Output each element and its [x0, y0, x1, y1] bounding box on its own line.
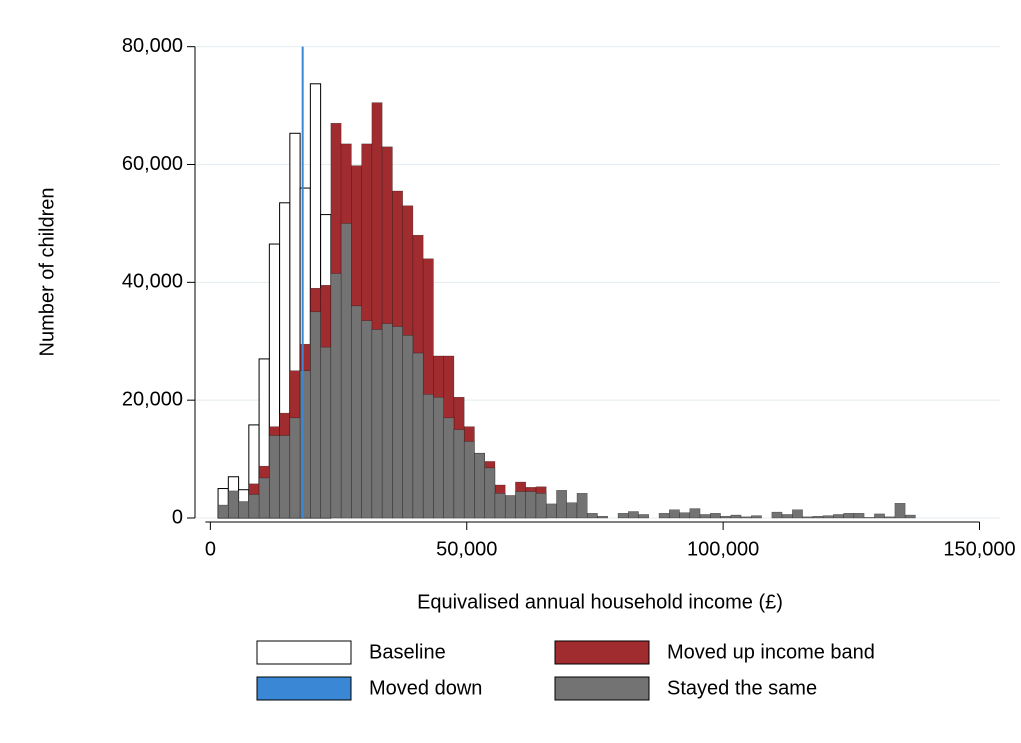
bar	[269, 435, 280, 519]
y-axis-title: Number of children	[36, 188, 58, 357]
bar	[833, 514, 844, 519]
bar	[781, 514, 793, 519]
legend-label: Moved down	[369, 677, 482, 699]
bar	[822, 515, 834, 519]
y-tick-label: 60,000	[122, 153, 183, 175]
bar	[392, 326, 403, 519]
bar	[853, 513, 865, 519]
bar	[238, 501, 250, 519]
bar	[381, 323, 393, 519]
bar	[340, 223, 352, 519]
bar	[894, 503, 906, 519]
bar	[740, 516, 752, 519]
bar	[545, 503, 557, 519]
bar	[525, 491, 537, 519]
bar	[576, 493, 588, 519]
bar	[310, 311, 321, 519]
bar	[463, 441, 475, 519]
bar	[628, 511, 639, 519]
bar	[443, 417, 455, 519]
bar	[474, 452, 485, 519]
bar	[453, 429, 465, 519]
legend-swatch	[554, 676, 650, 701]
bar	[556, 490, 567, 519]
bar	[679, 512, 691, 519]
x-tick-label: 0	[205, 538, 216, 560]
bar	[638, 514, 650, 519]
bar	[658, 513, 670, 519]
bar	[566, 502, 578, 519]
bar	[330, 273, 342, 519]
legend-label: Baseline	[369, 641, 446, 663]
bar	[484, 467, 496, 519]
bar	[515, 491, 526, 519]
bar	[258, 477, 270, 519]
bar	[371, 329, 383, 519]
bar	[699, 514, 711, 519]
bar	[884, 516, 896, 519]
bar	[586, 513, 598, 519]
x-tick-label: 100,000	[687, 538, 759, 560]
bar	[669, 509, 680, 519]
legend-swatch	[256, 676, 352, 701]
bar	[771, 511, 783, 519]
bar	[228, 490, 239, 519]
bar	[320, 346, 332, 519]
bar	[535, 493, 547, 519]
bar	[874, 513, 885, 519]
bar	[617, 513, 629, 519]
bar	[248, 494, 260, 519]
bar	[597, 515, 609, 519]
bar	[751, 515, 762, 519]
bar	[433, 396, 444, 519]
bar	[422, 394, 434, 519]
bar	[279, 435, 291, 519]
y-tick-label: 20,000	[122, 388, 183, 410]
x-tick-label: 150,000	[943, 538, 1015, 560]
legend-label: Stayed the same	[667, 677, 817, 699]
bar	[402, 335, 414, 519]
bar	[494, 493, 506, 519]
bar	[792, 509, 803, 519]
bar	[904, 514, 916, 519]
bar	[689, 508, 701, 519]
y-tick-label: 80,000	[122, 35, 183, 57]
bar	[812, 515, 824, 519]
legend-swatch	[554, 640, 650, 665]
bar	[412, 352, 424, 519]
bar	[351, 305, 362, 519]
bar	[863, 517, 875, 519]
y-tick-label: 0	[172, 506, 183, 528]
x-axis-title: Equivalised annual household income (£)	[417, 591, 783, 613]
bar	[299, 370, 311, 519]
bar	[217, 504, 229, 519]
bar	[720, 515, 732, 519]
y-tick-label: 40,000	[122, 271, 183, 293]
bar	[504, 495, 516, 519]
x-tick-label: 50,000	[436, 538, 497, 560]
bar	[361, 320, 373, 519]
bar	[710, 513, 721, 519]
bar	[289, 417, 301, 519]
bar	[843, 513, 855, 519]
legend-swatch	[256, 640, 352, 665]
legend-label: Moved up income band	[667, 641, 875, 663]
bar	[802, 516, 814, 519]
bar	[730, 514, 742, 519]
